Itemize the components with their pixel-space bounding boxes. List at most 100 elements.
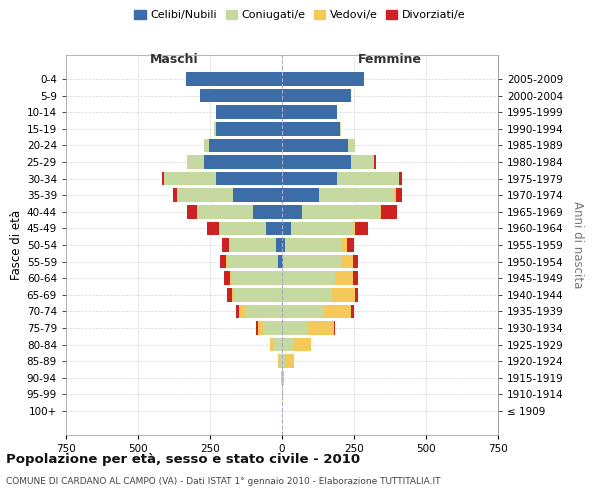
Bar [216,172,282,186]
Bar [204,138,209,152]
Bar [177,188,233,202]
Bar [239,304,245,318]
Bar [282,338,293,351]
Bar [335,272,353,285]
Bar [282,122,340,136]
Bar [282,172,337,186]
Bar [230,272,232,285]
Bar [207,222,218,235]
Bar [280,354,282,368]
Bar [283,255,341,268]
Bar [340,122,341,136]
Bar [285,238,341,252]
Y-axis label: Anni di nascita: Anni di nascita [571,202,584,288]
Bar [347,238,354,252]
Bar [224,272,230,285]
Bar [256,321,257,335]
Bar [187,205,197,218]
Bar [209,138,282,152]
Bar [232,272,282,285]
Bar [214,122,216,136]
Bar [302,205,380,218]
Bar [282,238,285,252]
Bar [282,288,332,302]
Bar [216,106,282,119]
Bar [263,321,282,335]
Text: COMUNE DI CARDANO AL CAMPO (VA) - Dati ISTAT 1° gennaio 2010 - Elaborazione TUTT: COMUNE DI CARDANO AL CAMPO (VA) - Dati I… [6,478,440,486]
Bar [276,238,282,252]
Bar [353,272,358,285]
Bar [353,255,358,268]
Bar [324,304,351,318]
Bar [382,205,397,218]
Bar [282,155,351,169]
Bar [283,371,284,384]
Bar [319,188,394,202]
Bar [282,321,308,335]
Bar [200,89,282,102]
Bar [216,122,282,136]
Bar [282,89,351,102]
Bar [185,72,282,86]
Bar [173,188,177,202]
Bar [227,255,278,268]
Bar [218,222,220,235]
Bar [282,304,324,318]
Bar [197,205,253,218]
Bar [293,338,311,351]
Bar [348,138,355,152]
Bar [257,321,263,335]
Bar [282,205,302,218]
Legend: Celibi/Nubili, Coniugati/e, Vedovi/e, Divorziati/e: Celibi/Nubili, Coniugati/e, Vedovi/e, Di… [130,6,470,25]
Bar [396,188,401,202]
Bar [353,222,355,235]
Bar [282,138,348,152]
Bar [226,255,227,268]
Bar [227,288,232,302]
Y-axis label: Fasce di età: Fasce di età [10,210,23,280]
Bar [274,338,282,351]
Bar [229,238,230,252]
Bar [282,188,319,202]
Bar [282,255,283,268]
Bar [245,304,282,318]
Bar [380,205,382,218]
Bar [230,238,276,252]
Bar [355,288,358,302]
Bar [374,155,376,169]
Bar [341,255,353,268]
Bar [282,371,283,384]
Bar [164,172,216,186]
Bar [394,188,396,202]
Bar [282,272,335,285]
Bar [332,288,355,302]
Bar [232,288,235,302]
Bar [355,222,368,235]
Bar [351,155,374,169]
Bar [398,172,401,186]
Bar [341,238,347,252]
Bar [282,354,285,368]
Bar [271,338,274,351]
Bar [221,238,229,252]
Text: Popolazione per età, sesso e stato civile - 2010: Popolazione per età, sesso e stato civil… [6,452,360,466]
Bar [163,172,164,186]
Bar [351,304,354,318]
Bar [334,321,335,335]
Text: Maschi: Maschi [149,53,199,66]
Bar [285,354,293,368]
Bar [220,222,266,235]
Bar [236,304,239,318]
Bar [220,255,226,268]
Bar [253,205,282,218]
Bar [282,106,337,119]
Bar [278,354,280,368]
Bar [282,222,290,235]
Bar [290,222,353,235]
Bar [235,288,282,302]
Bar [308,321,334,335]
Bar [266,222,282,235]
Bar [278,255,282,268]
Bar [282,72,364,86]
Text: Femmine: Femmine [358,53,422,66]
